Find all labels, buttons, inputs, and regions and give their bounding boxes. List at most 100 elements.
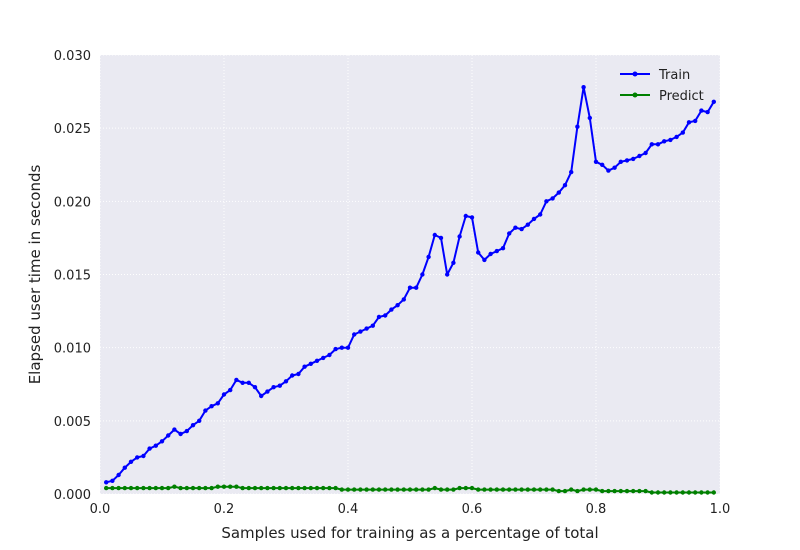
data-point-predict [246,485,251,491]
data-point-train [116,472,121,478]
data-point-predict [339,487,344,492]
data-point-train [135,455,140,460]
data-point-train [128,459,134,464]
data-point-predict [618,488,623,494]
series-layer [104,85,716,495]
data-point-train [104,480,109,485]
data-point-predict [234,484,239,489]
data-point-train [283,379,289,384]
grid-lines [99,54,721,495]
data-point-train [693,118,698,124]
data-point-predict [116,485,121,491]
data-point-predict [407,487,413,492]
data-point-predict [203,485,208,491]
data-point-train [358,329,363,334]
data-point-predict [290,485,295,491]
data-point-train [432,232,437,238]
data-point-predict [259,485,264,491]
data-point-train [327,352,332,358]
data-point-predict [680,490,685,495]
data-point-predict [283,485,289,491]
data-point-train [122,465,128,470]
x-tick-label: 1.0 [710,502,731,517]
data-point-train [643,150,648,156]
data-point-train [345,345,351,350]
data-point-predict [606,488,611,494]
data-point-train [203,408,208,413]
x-tick-label: 0.0 [90,502,111,517]
x-axis-ticks: 0.0 0.2 0.4 0.6 0.8 1.0 [90,502,731,517]
data-point-train [141,453,146,459]
data-point-train [575,124,580,129]
data-point-train [401,297,406,302]
data-point-train [352,332,357,337]
data-point-train [680,130,685,135]
data-point-predict [240,485,245,491]
data-point-train [339,345,344,350]
data-point-train [612,165,617,170]
legend-marker-train [632,71,638,77]
data-point-train [457,234,462,239]
data-point-train [271,385,276,390]
data-point-train [531,216,537,222]
data-point-predict [426,487,431,492]
data-point-train [296,371,301,377]
data-point-predict [538,487,543,492]
data-point-train [513,225,518,230]
series-train [104,85,716,485]
data-point-predict [668,490,673,495]
data-point-train [364,326,369,331]
data-point-predict [575,488,580,494]
data-point-predict [432,485,437,491]
data-point-predict [686,490,692,495]
data-point-predict [463,485,468,491]
data-point-predict [457,485,462,491]
data-point-predict [649,490,654,495]
legend-label-predict: Predict [659,89,704,104]
data-point-train [637,153,642,159]
data-point-train [507,231,512,236]
data-point-train [581,85,586,90]
y-axis-ticks: 0.000 0.005 0.010 0.015 0.020 0.025 0.030 [54,49,91,503]
data-point-predict [271,485,276,491]
data-point-train [246,380,251,385]
data-point-predict [513,487,518,492]
data-point-predict [370,487,375,492]
data-point-predict [221,484,227,489]
data-point-predict [321,485,326,491]
data-point-predict [252,485,258,491]
data-point-train [395,303,400,308]
data-point-predict [135,485,140,491]
data-point-predict [414,487,419,492]
data-point-train [593,159,599,164]
data-point-train [525,222,530,227]
data-point-train [420,272,425,277]
data-point-predict [141,485,146,491]
data-point-predict [581,487,586,492]
data-point-predict [507,487,512,492]
data-point-train [153,443,158,448]
data-point-predict [302,485,307,491]
data-point-predict [662,490,667,495]
data-point-train [166,433,171,438]
data-point-predict [655,490,661,495]
data-point-predict [531,487,537,492]
data-point-predict [711,490,716,495]
data-point-predict [128,485,134,491]
legend: Train Predict [620,68,704,104]
data-point-predict [122,485,128,491]
data-point-train [321,355,326,361]
data-point-predict [197,485,202,491]
data-point-predict [482,487,487,492]
data-point-predict [624,488,630,494]
data-point-predict [631,488,636,494]
data-point-predict [469,485,475,491]
data-point-train [631,156,636,162]
data-point-train [252,385,258,390]
data-point-predict [593,487,599,492]
data-point-train [476,250,481,255]
data-point-train [159,439,165,444]
data-point-train [414,285,419,290]
data-point-predict [153,485,158,491]
